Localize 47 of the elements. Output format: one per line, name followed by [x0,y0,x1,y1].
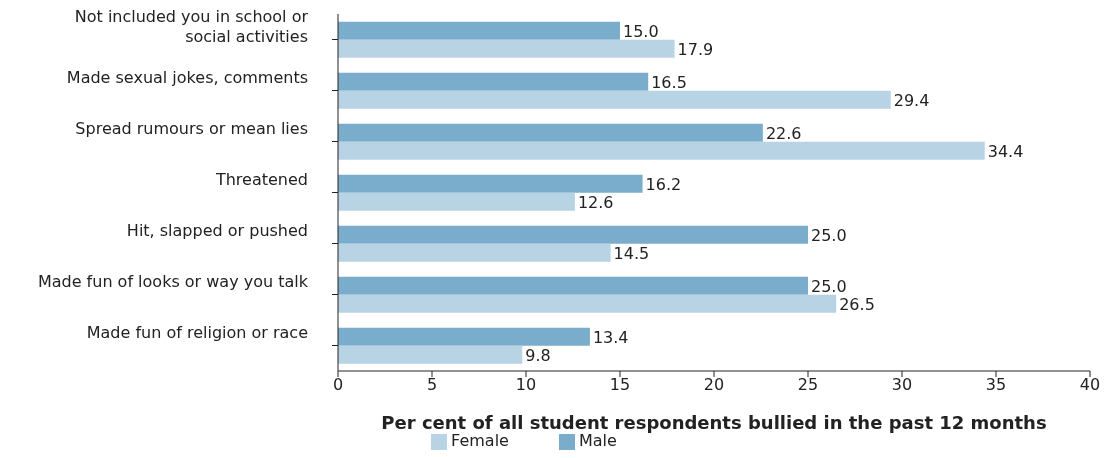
y-tick-label: Spread rumours or mean lies [75,118,308,138]
data-label: 16.2 [645,174,682,194]
bar [338,243,611,262]
legend-label: Female [451,431,509,450]
data-label: 13.4 [592,327,629,347]
legend-label: Male [578,431,617,450]
bar [338,192,575,211]
y-tick-label: Threatened [214,169,308,189]
x-tick-label: 30 [891,375,913,395]
data-label: 26.5 [839,294,875,314]
bar [338,174,643,193]
data-label: 29.4 [893,90,930,110]
x-tick-label: 15 [609,375,631,395]
x-tick-label: 10 [515,375,537,395]
x-tick-label: 25 [797,375,819,395]
y-tick-label: Made fun of religion or race [86,322,308,342]
x-tick-label: 35 [985,375,1007,395]
y-tick-label: Made sexual jokes, comments [66,67,308,87]
data-label: 17.9 [677,39,714,59]
bar [338,225,808,244]
data-label: 9.8 [525,345,551,365]
bar [338,327,590,346]
x-tick-label: 5 [426,375,438,395]
x-tick-label: 0 [332,375,344,395]
x-axis-title: Per cent of all student respondents bullied in the past 12 months [381,412,1047,433]
data-label: 22.6 [765,123,802,143]
bar [338,90,891,109]
bar [338,21,620,40]
bar [338,141,985,160]
bar [338,123,763,142]
data-label: 16.5 [651,72,687,92]
data-label: 34.4 [987,141,1024,161]
y-tick-label: Not included you in school or social activities [74,6,309,46]
bar [338,345,523,364]
x-tick-label: 20 [703,375,725,395]
y-tick-label: Made fun of looks or way you talk [37,271,309,291]
data-label: 25.0 [811,276,847,296]
bar [338,39,675,58]
data-label: 14.5 [613,243,650,263]
data-label: 15.0 [623,21,659,41]
y-tick-label: Hit, slapped or pushed [126,220,308,240]
bar [338,72,649,91]
bar [338,276,808,295]
x-tick-label: 40 [1079,375,1101,395]
data-label: 25.0 [811,225,847,245]
bar [338,294,837,313]
data-label: 12.6 [577,192,614,212]
